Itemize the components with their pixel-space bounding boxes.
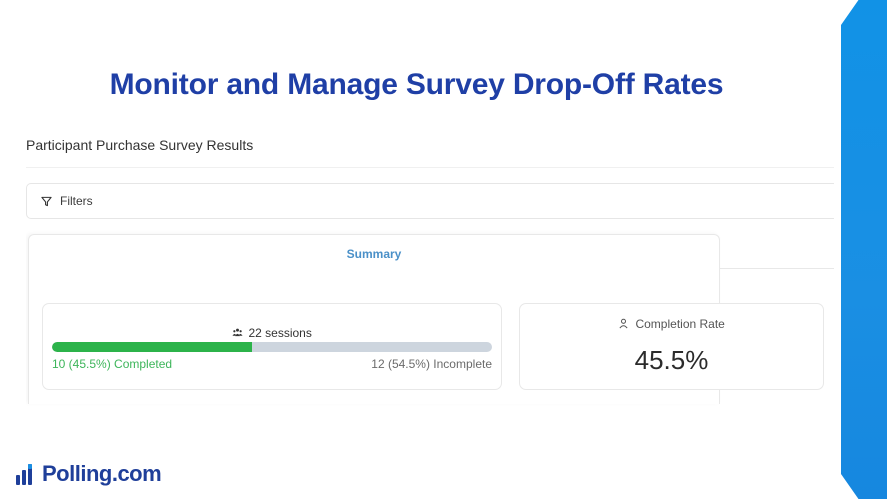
completion-progress-bar	[52, 342, 492, 352]
polling-logo: Polling.com	[14, 461, 162, 487]
polling-logo-icon	[16, 464, 32, 485]
brand-name: Polling.com	[42, 461, 162, 486]
survey-title: Participant Purchase Survey Results	[26, 137, 254, 153]
completion-rate-label: Completion Rate	[635, 317, 725, 331]
decorative-blue-band	[841, 0, 887, 499]
slide-title: Monitor and Manage Survey Drop-Off Rates	[109, 68, 724, 101]
sessions-card: 22 sessions 10 (45.5%) Completed 12 (54.…	[42, 303, 502, 390]
title-divider	[26, 167, 834, 168]
filters-label: Filters	[60, 194, 93, 208]
completion-rate-value: 45.5%	[634, 345, 709, 375]
completion-progress-fill	[52, 342, 253, 352]
survey-results-panel: Participant Purchase Survey Results Filt…	[26, 128, 834, 408]
tab-summary-label: Summary	[346, 247, 402, 261]
sessions-icon	[232, 328, 243, 337]
tab-bar-divider	[719, 268, 834, 269]
filters-bar[interactable]: Filters	[26, 183, 834, 219]
user-icon	[619, 318, 628, 329]
incomplete-count: 12 (54.5%) Incomplete	[371, 357, 492, 371]
sessions-count: 22 sessions	[43, 326, 501, 340]
completion-rate-card: Completion Rate 45.5%	[519, 303, 824, 390]
completion-rate-heading: Completion Rate	[520, 317, 823, 331]
filter-icon	[41, 196, 52, 206]
sessions-count-label: 22 sessions	[248, 326, 312, 340]
completed-count: 10 (45.5%) Completed	[52, 357, 173, 371]
